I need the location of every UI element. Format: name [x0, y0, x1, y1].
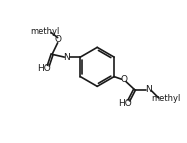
Text: N: N — [145, 85, 152, 94]
Text: O: O — [120, 76, 127, 85]
Text: O: O — [55, 35, 62, 44]
Text: HO: HO — [37, 64, 51, 73]
Text: methyl: methyl — [151, 94, 180, 103]
Text: methyl: methyl — [30, 27, 59, 36]
Text: N: N — [64, 53, 70, 62]
Text: HO: HO — [118, 99, 132, 108]
